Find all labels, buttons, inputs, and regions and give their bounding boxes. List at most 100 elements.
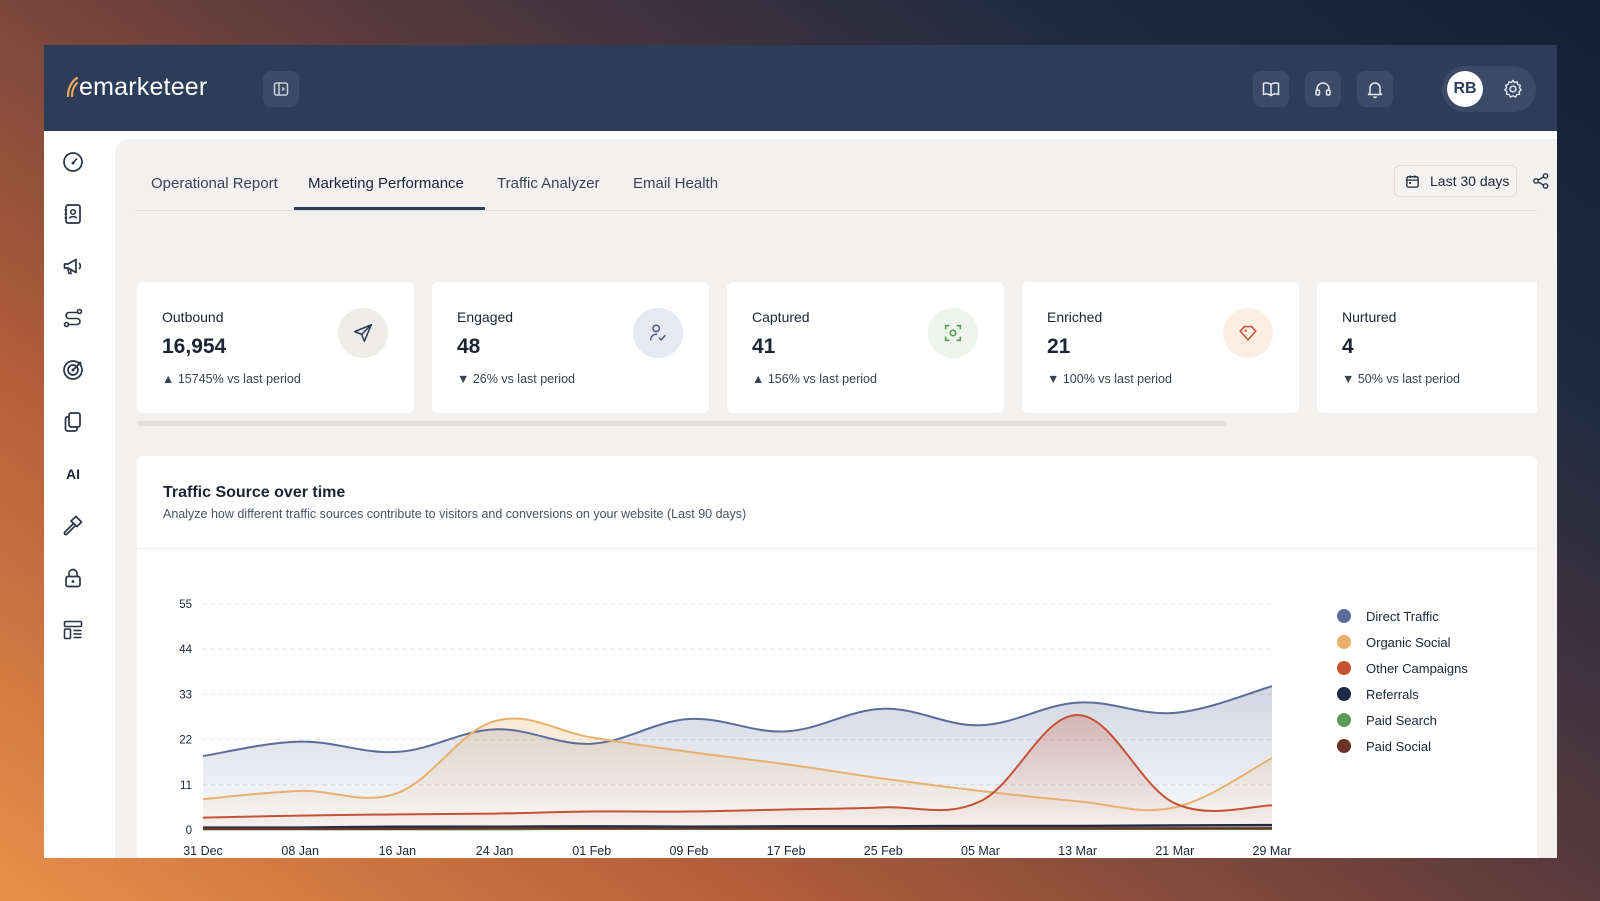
copy-pages-icon	[64, 412, 81, 432]
legend-swatch	[1337, 661, 1351, 675]
x-tick-label: 21 Mar	[1155, 844, 1194, 858]
legend-swatch	[1337, 609, 1351, 623]
x-tick-label: 13 Mar	[1058, 844, 1097, 858]
legend-item[interactable]: Organic Social	[1337, 629, 1468, 655]
report-tabs: Operational Report Marketing Performance…	[115, 139, 1557, 211]
avatar[interactable]: RB	[1447, 71, 1483, 107]
kpi-value: 4	[1342, 335, 1354, 358]
legend-swatch	[1337, 635, 1351, 649]
series-line-referrals	[202, 823, 1273, 829]
sidebar-item-campaigns[interactable]	[58, 251, 88, 281]
y-tick-label: 44	[179, 644, 192, 656]
sidebar-toggle-icon	[273, 82, 289, 96]
x-tick-label: 09 Feb	[669, 844, 708, 858]
legend-label: Referrals	[1366, 686, 1419, 702]
series-line-other-campaigns	[202, 713, 1273, 819]
chart-title: Traffic Source over time	[163, 484, 346, 501]
main-content: Operational Report Marketing Performance…	[115, 139, 1557, 858]
kpi-card-enriched[interactable]: Enriched 21 ▼ 100% vs last period	[1022, 282, 1299, 413]
book-icon	[1262, 82, 1280, 97]
gear-icon	[1504, 79, 1522, 98]
traffic-source-chart-card: Traffic Source over time Analyze how dif…	[137, 456, 1537, 858]
sidebar-item-journeys[interactable]	[58, 303, 88, 333]
calendar-icon	[1405, 174, 1420, 189]
tab-traffic-analyzer[interactable]: Traffic Analyzer	[497, 175, 600, 192]
tabs-divider	[135, 210, 1537, 211]
kpi-change: ▲ 156% vs last period	[752, 372, 877, 386]
kpi-change: ▼ 26% vs last period	[457, 372, 575, 386]
sidebar-item-goals[interactable]	[58, 355, 88, 385]
x-tick-label: 24 Jan	[476, 844, 514, 858]
top-bar: emarketeer RB	[44, 45, 1557, 131]
sidebar-item-pages[interactable]	[58, 407, 88, 437]
dashboard-gauge-icon	[63, 152, 83, 172]
legend-item[interactable]: Paid Social	[1337, 733, 1468, 759]
y-tick-label: 33	[179, 689, 192, 701]
settings-button[interactable]	[1497, 73, 1529, 105]
sidebar-item-contacts[interactable]	[58, 199, 88, 229]
series-line-direct-traffic	[202, 685, 1273, 758]
y-tick-label: 0	[186, 825, 192, 837]
chart-divider	[137, 548, 1537, 549]
send-plane-icon	[338, 308, 388, 358]
x-tick-label: 17 Feb	[767, 844, 806, 858]
date-range-button[interactable]: Last 30 days	[1394, 165, 1517, 197]
legend-label: Other Campaigns	[1366, 660, 1468, 676]
x-tick-label: 01 Feb	[572, 844, 611, 858]
legend-item[interactable]: Other Campaigns	[1337, 655, 1468, 681]
kpi-card-outbound[interactable]: Outbound 16,954 ▲ 15745% vs last period	[137, 282, 414, 413]
brand-signal-icon	[66, 76, 78, 98]
x-tick-label: 16 Jan	[379, 844, 417, 858]
kpi-card-engaged[interactable]: Engaged 48 ▼ 26% vs last period	[432, 282, 709, 413]
legend-label: Paid Search	[1366, 712, 1437, 728]
active-tab-indicator	[294, 207, 485, 210]
legend-item[interactable]: Direct Traffic	[1337, 603, 1468, 629]
kpi-change: ▼ 50% vs last period	[1342, 372, 1460, 386]
kpi-cards: Outbound 16,954 ▲ 15745% vs last period …	[137, 282, 1537, 417]
headset-icon	[1315, 82, 1331, 96]
kpi-value: 48	[457, 335, 481, 358]
kpi-scrollbar[interactable]	[137, 421, 1227, 426]
x-tick-label: 25 Feb	[864, 844, 903, 858]
sidebar-item-forms[interactable]	[58, 615, 88, 645]
legend-swatch	[1337, 713, 1351, 727]
support-button[interactable]	[1305, 71, 1341, 107]
tab-operational-report[interactable]: Operational Report	[151, 175, 278, 192]
user-menu[interactable]: RB	[1442, 66, 1536, 112]
sidebar-item-ai[interactable]: AI	[66, 466, 80, 482]
sidebar-item-dashboard[interactable]	[58, 147, 88, 177]
tab-email-health[interactable]: Email Health	[633, 175, 719, 192]
kpi-card-nurtured[interactable]: Nurtured 4 ▼ 50% vs last period	[1317, 282, 1537, 413]
sidebar-item-security[interactable]	[58, 563, 88, 593]
tab-marketing-performance[interactable]: Marketing Performance	[308, 175, 464, 192]
hammer-icon	[63, 515, 83, 536]
sidebar-toggle-button[interactable]	[263, 71, 299, 107]
sidebar: AI	[44, 131, 115, 858]
legend-item[interactable]: Paid Search	[1337, 707, 1468, 733]
x-tick-label: 29 Mar	[1253, 844, 1292, 858]
share-icon	[1533, 173, 1549, 189]
kpi-change: ▲ 15745% vs last period	[162, 372, 301, 386]
kpi-card-captured[interactable]: Captured 41 ▲ 156% vs last period	[727, 282, 1004, 413]
route-icon	[63, 308, 83, 328]
share-button[interactable]	[1530, 170, 1552, 192]
traffic-source-chart: 0 11 22 33 44 55 31 Dec 08 Jan 16 Jan 24 Jan 01 Fe…	[179, 599, 1292, 858]
app-window: emarketeer RB	[44, 45, 1557, 858]
notifications-button[interactable]	[1357, 71, 1393, 107]
legend-item[interactable]: Referrals	[1337, 681, 1468, 707]
kpi-value: 21	[1047, 335, 1071, 358]
y-tick-label: 22	[179, 735, 192, 747]
x-tick-label: 31 Dec	[183, 844, 223, 858]
sidebar-item-tools[interactable]	[58, 511, 88, 541]
brand-name: emarketeer	[79, 72, 208, 101]
megaphone-icon	[63, 258, 82, 275]
kpi-change: ▼ 100% vs last period	[1047, 372, 1172, 386]
kpi-value: 16,954	[162, 335, 227, 358]
docs-button[interactable]	[1253, 71, 1289, 107]
x-tick-label: 05 Mar	[961, 844, 1000, 858]
legend-label: Organic Social	[1366, 634, 1451, 650]
brand-logo[interactable]: emarketeer	[66, 67, 207, 107]
y-tick-label: 11	[180, 780, 192, 792]
diamond-tag-icon	[1223, 308, 1273, 358]
kpi-label: Outbound	[162, 309, 224, 325]
